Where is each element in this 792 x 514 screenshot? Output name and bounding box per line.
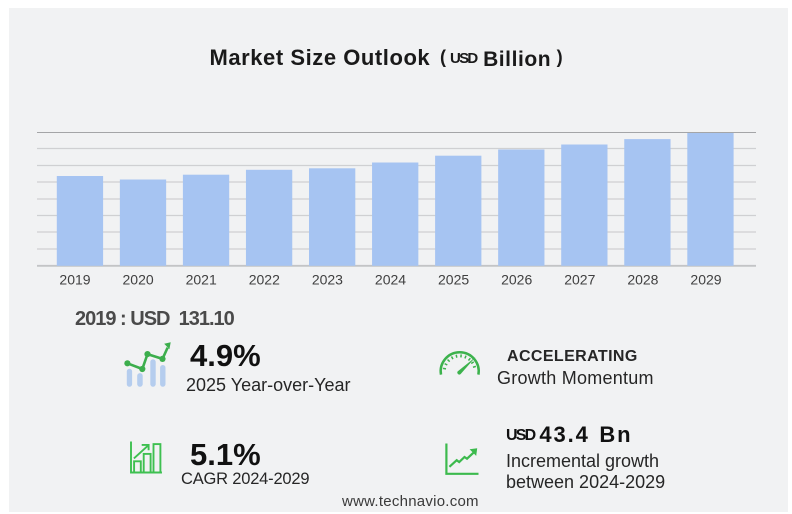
svg-text:2023: 2023: [312, 272, 343, 288]
svg-text:2024: 2024: [375, 272, 406, 288]
svg-text:2027: 2027: [564, 272, 595, 288]
svg-text:2019: 2019: [59, 272, 90, 288]
svg-text:2028: 2028: [627, 272, 658, 288]
svg-text:2029: 2029: [690, 272, 721, 288]
svg-text:2025: 2025: [438, 272, 469, 288]
svg-text:2020: 2020: [123, 272, 154, 288]
svg-text:2022: 2022: [249, 272, 280, 288]
svg-text:2021: 2021: [186, 272, 217, 288]
svg-text:2026: 2026: [501, 272, 532, 288]
